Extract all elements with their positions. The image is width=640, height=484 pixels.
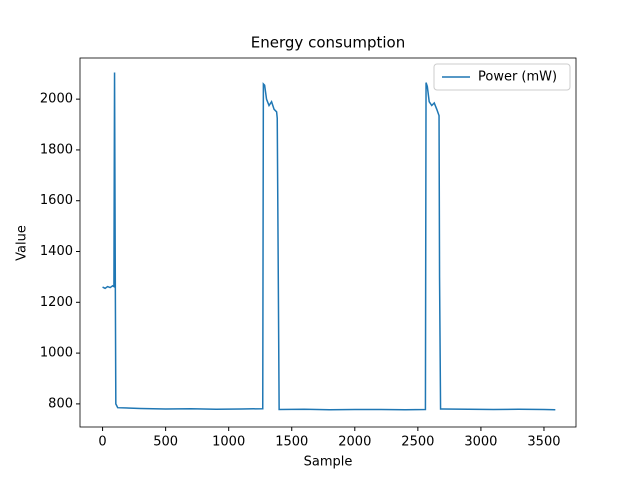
x-axis-label: Sample xyxy=(304,455,353,470)
y-axis-label: Value xyxy=(15,225,30,261)
y-tick-label: 1600 xyxy=(40,193,73,208)
x-tick-label: 1000 xyxy=(212,435,245,450)
x-tick-label: 500 xyxy=(153,435,178,450)
x-tick-label: 2000 xyxy=(338,435,371,450)
data-line xyxy=(102,72,556,411)
legend-box xyxy=(433,63,571,91)
chart-title: Energy consumption xyxy=(251,34,405,52)
y-tick-label: 1200 xyxy=(40,295,73,310)
x-tick-label: 0 xyxy=(98,435,106,450)
y-tick-label: 800 xyxy=(48,396,73,411)
x-tick-label: 3500 xyxy=(527,435,560,450)
y-tick-label: 2000 xyxy=(40,92,73,107)
y-tick-label: 1800 xyxy=(40,142,73,157)
x-tick-label: 1500 xyxy=(275,435,308,450)
plot-frame xyxy=(79,57,577,428)
x-tick-label: 2500 xyxy=(401,435,434,450)
legend-label: Power (mW) xyxy=(478,70,557,85)
y-tick-label: 1400 xyxy=(40,244,73,259)
y-tick-label: 1000 xyxy=(40,346,73,361)
x-tick-label: 3000 xyxy=(464,435,497,450)
